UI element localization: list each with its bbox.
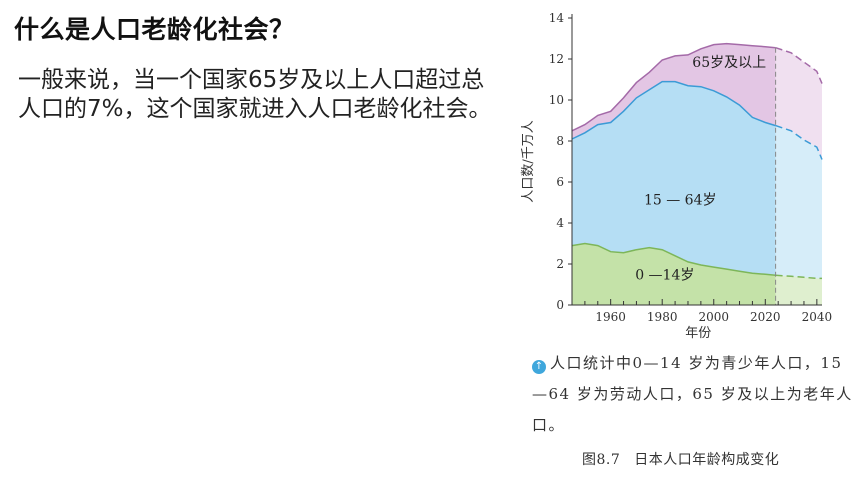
info-icon: ↑ xyxy=(532,360,546,374)
area-0-14-line xyxy=(571,242,776,277)
y-axis-label: 人口数/千万人 xyxy=(521,120,536,202)
figure-number: 图8.7 xyxy=(582,452,621,468)
x-tick-label: 1980 xyxy=(647,310,678,324)
area-0-14-projection xyxy=(775,275,822,305)
area-0-14-line-projection xyxy=(775,274,822,280)
figure-panel: 0 2 4 6 8 10 12 14 1960 1980 2000 2020 2040 年份 人口数/千万人… xyxy=(512,0,860,484)
y-tick-label: 10 xyxy=(549,93,564,107)
area-15-64-projection xyxy=(775,125,822,279)
area-0-14 xyxy=(572,243,776,305)
definition-text: 一般来说，当一个国家65岁及以上人口超过总人口的7%，这个国家就进入人口老龄化社… xyxy=(18,67,492,122)
x-axis-label: 年份 xyxy=(685,326,711,341)
page-title: 什么是人口老龄化社会？ xyxy=(14,15,295,44)
y-tick-label: 12 xyxy=(549,52,564,66)
figure-title-text: 日本人口年龄构成变化 xyxy=(634,452,780,468)
x-tick-label: 2040 xyxy=(802,310,833,324)
figure-title: 图8.7 日本人口年龄构成变化 xyxy=(582,449,793,469)
label-0-14: 0 —14岁 xyxy=(635,267,694,283)
caption-text: 人口统计中0—14 岁为青少年人口，15—64 岁为劳动人口，65 岁及以上为老… xyxy=(532,354,853,434)
label-15-64: 15 — 64岁 xyxy=(644,193,717,209)
area-65-plus xyxy=(572,43,776,139)
y-tick-label: 4 xyxy=(556,216,564,230)
y-tick-label: 8 xyxy=(556,134,564,148)
x-tick-label: 2000 xyxy=(698,310,729,324)
figure-caption: ↑ 人口统计中0—14 岁为青少年人口，15—64 岁为劳动人口，65 岁及以上为… xyxy=(532,348,854,441)
x-tick-label: 2020 xyxy=(750,310,781,324)
area-65-plus-projection xyxy=(775,47,822,160)
area-65-plus-line xyxy=(571,42,776,132)
label-65-plus: 65岁及以上 xyxy=(692,55,766,71)
area-15-64-line xyxy=(571,80,776,140)
x-tick-label: 1960 xyxy=(595,310,626,324)
area-15-64 xyxy=(572,81,776,276)
y-tick-label: 2 xyxy=(556,257,564,271)
y-tick-label: 14 xyxy=(549,11,565,25)
population-area-chart: 0 2 4 6 8 10 12 14 1960 1980 2000 2020 2040 年份 人口数/千万人… xyxy=(521,11,833,341)
y-tick-label: 0 xyxy=(556,298,564,312)
y-tick-label: 6 xyxy=(556,175,564,189)
